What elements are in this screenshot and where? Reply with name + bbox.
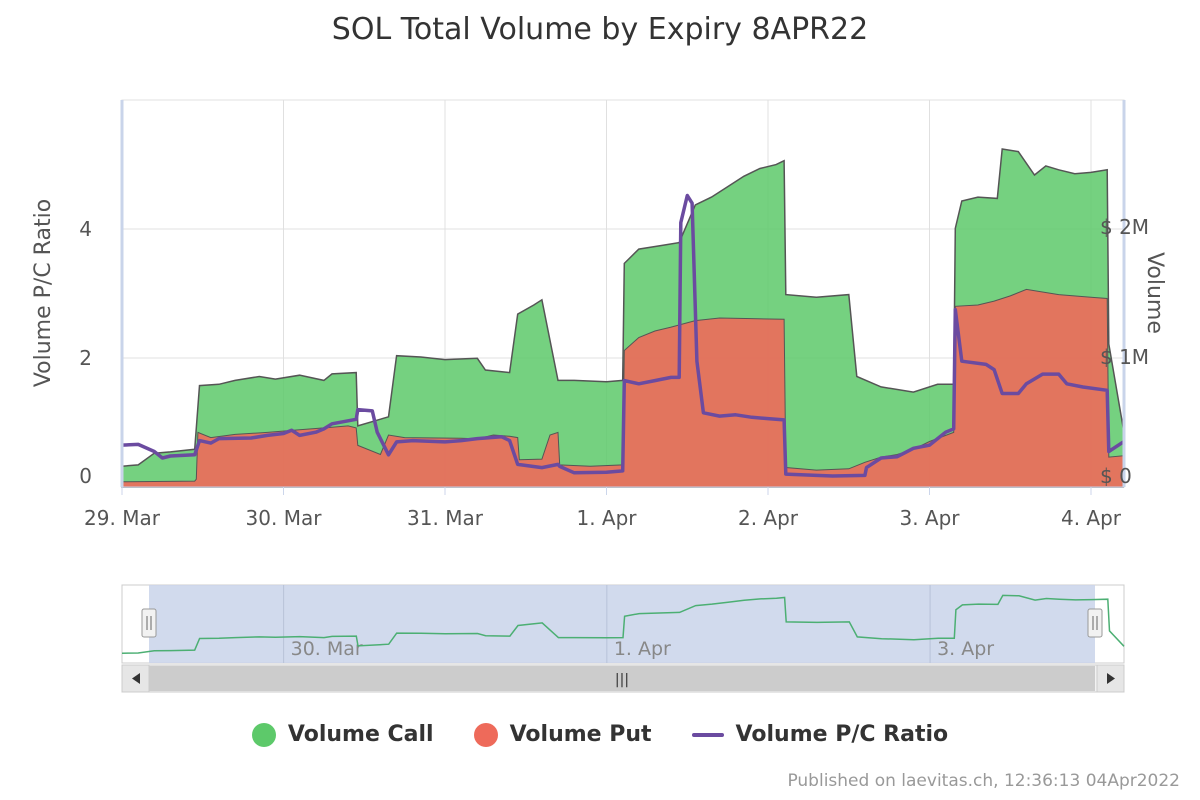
legend-call-label: Volume Call xyxy=(287,722,434,747)
right-tick-label: $ 2M xyxy=(1100,215,1149,239)
navigator-label: 1. Apr xyxy=(614,638,671,660)
credit-text[interactable]: Published on laevitas.ch, 12:36:13 04Apr… xyxy=(787,771,1180,791)
x-tick-label: 29. Mar xyxy=(84,506,161,530)
navigator-label: 3. Apr xyxy=(937,638,994,660)
handle-body xyxy=(141,608,157,638)
scrollbar-grip: ||| xyxy=(615,672,629,688)
x-tick-label: 2. Apr xyxy=(738,506,799,530)
x-tick-label: 30. Mar xyxy=(246,506,323,530)
legend-ratio-label: Volume P/C Ratio xyxy=(735,722,949,747)
navigator-label: 30. Mar xyxy=(291,638,363,660)
right-tick-label: $ 1M xyxy=(1100,345,1149,369)
line-series xyxy=(121,193,1125,478)
volume-pc-ratio-line xyxy=(121,193,1125,478)
chart-title: SOL Total Volume by Expiry 8APR22 xyxy=(331,12,869,47)
legend-ratio-marker xyxy=(691,732,724,737)
legend-put-label: Volume Put xyxy=(509,722,652,747)
legend-item-call[interactable]: Volume Call xyxy=(251,722,434,747)
scrollbar-thumb[interactable] xyxy=(149,666,1095,691)
left-tick-label: 2 xyxy=(79,346,92,370)
left-axis-title: Volume P/C Ratio xyxy=(31,199,56,387)
chevron-right-icon xyxy=(1107,673,1115,684)
right-axis-title: Volume xyxy=(1142,252,1167,334)
handle-body xyxy=(1087,608,1103,638)
x-tick-label: 1. Apr xyxy=(576,506,637,530)
navigator-handle-left[interactable] xyxy=(141,608,157,638)
legend-item-ratio[interactable]: Volume P/C Ratio xyxy=(691,722,949,747)
navigator[interactable]: 30. Mar 1. Apr 3. Apr ||| xyxy=(121,584,1125,693)
legend-put-marker xyxy=(473,722,498,747)
x-tick-label: 3. Apr xyxy=(899,506,960,530)
volume-put-area xyxy=(121,288,1124,488)
chevron-left-icon xyxy=(132,673,140,684)
right-tick-label: $ 0 xyxy=(1100,464,1132,488)
legend-call-marker xyxy=(251,722,276,747)
x-tick-label: 31. Mar xyxy=(407,506,484,530)
navigator-handle-right[interactable] xyxy=(1087,608,1103,638)
scroll-left-button[interactable] xyxy=(121,664,150,693)
x-tick-label: 4. Apr xyxy=(1061,506,1122,530)
left-tick-label: 0 xyxy=(79,464,92,488)
navigator-selection xyxy=(149,585,1095,663)
axes: 29. Mar 30. Mar 31. Mar 1. Apr 2. Apr 3. Apr 4… xyxy=(31,100,1167,530)
navigator-series-line xyxy=(121,594,1125,654)
legend-item-put[interactable]: Volume Put xyxy=(473,722,652,747)
left-tick-label: 4 xyxy=(79,217,92,241)
legend: Volume Call Volume Put Volume P/C Ratio xyxy=(0,722,1200,747)
